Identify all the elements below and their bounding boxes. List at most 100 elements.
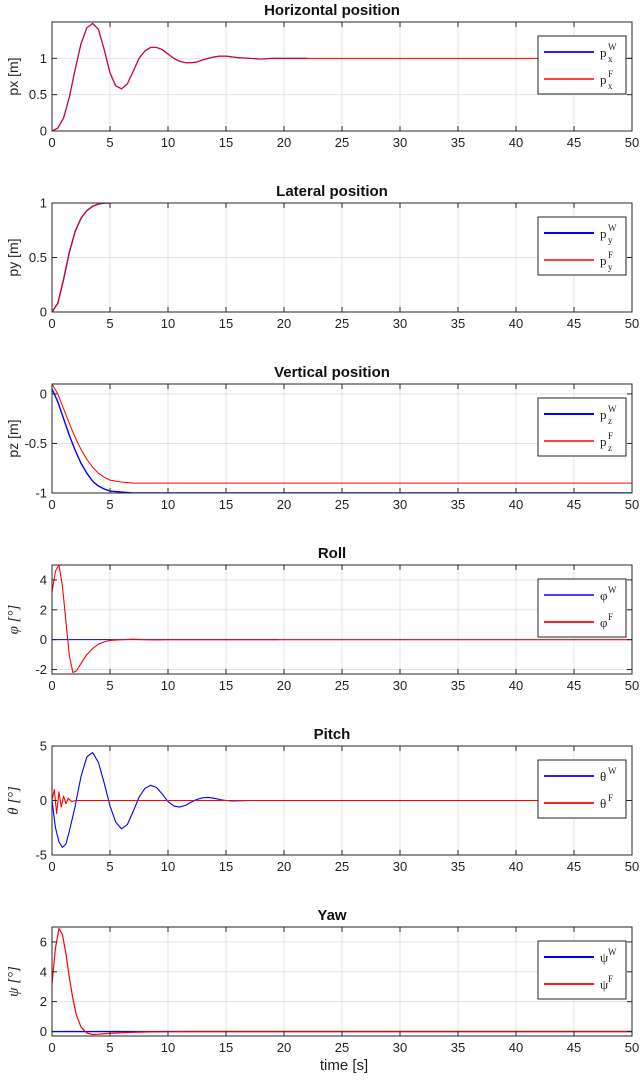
legend-sub: z: [608, 443, 612, 453]
x-tick-label: 10: [161, 135, 175, 150]
subplot-title: Vertical position: [274, 364, 390, 381]
y-tick-label: 4: [40, 964, 47, 979]
y-axis-label: φ [°]: [6, 604, 22, 634]
legend-sup: W: [608, 766, 617, 776]
legend-label: p: [600, 72, 607, 87]
series-line-f: [52, 927, 632, 1036]
x-tick-label: 10: [161, 859, 175, 874]
y-tick-label: 6: [40, 934, 47, 949]
y-axis-label: py [m]: [5, 238, 21, 276]
x-tick-label: 30: [393, 678, 407, 693]
x-tick-label: 30: [393, 316, 407, 331]
x-tick-label: 25: [335, 1040, 349, 1055]
y-tick-label: -5: [35, 848, 47, 863]
legend-sup: W: [608, 223, 617, 233]
y-axis-label: px [m]: [5, 57, 21, 95]
legend: ψ Wψ F: [537, 940, 627, 1000]
subplot-title: Horizontal position: [264, 2, 400, 19]
y-tick-label: 0.5: [29, 250, 47, 265]
y-tick-label: 0: [40, 305, 47, 320]
x-tick-label: 15: [219, 1040, 233, 1055]
y-tick-label: 0: [40, 386, 47, 401]
y-tick-label: 1: [40, 51, 47, 66]
y-tick-label: 0: [40, 632, 47, 647]
x-tick-label: 0: [48, 135, 55, 150]
y-tick-label: 0.5: [29, 87, 47, 102]
legend-sup: F: [608, 793, 613, 803]
x-tick-label: 15: [219, 135, 233, 150]
x-tick-label: 50: [625, 859, 639, 874]
x-tick-label: 45: [567, 1040, 581, 1055]
legend-label: φ: [600, 588, 608, 603]
x-tick-label: 25: [335, 859, 349, 874]
x-tick-label: 40: [509, 859, 523, 874]
legend-label: φ: [600, 615, 608, 630]
y-tick-label: -2: [35, 662, 47, 677]
x-tick-label: 45: [567, 678, 581, 693]
series-line-f: [52, 22, 632, 131]
legend: p Wzp Fz: [537, 397, 627, 457]
x-tick-label: 30: [393, 859, 407, 874]
x-tick-label: 30: [393, 1040, 407, 1055]
y-tick-label: 2: [40, 994, 47, 1009]
legend-box: [537, 35, 627, 95]
legend-label: p: [600, 226, 607, 241]
x-tick-label: 30: [393, 497, 407, 512]
legend: p Wxp Fx: [537, 35, 627, 95]
subplot-3: 0 5 10 15 20 25 30 35 40 45 50 -1 -0.5 0 Vertical posi…: [5, 364, 639, 512]
x-tick-label: 50: [625, 678, 639, 693]
x-tick-label: 50: [625, 1040, 639, 1055]
legend-sup: W: [608, 585, 617, 595]
x-tick-label: 0: [48, 1040, 55, 1055]
x-tick-label: 20: [277, 497, 291, 512]
x-tick-label: 0: [48, 678, 55, 693]
y-tick-label: 0: [40, 793, 47, 808]
x-tick-label: 45: [567, 135, 581, 150]
y-axis-label: pz [m]: [5, 419, 21, 457]
x-tick-label: 15: [219, 497, 233, 512]
x-tick-label: 35: [451, 135, 465, 150]
legend-box: [537, 759, 627, 819]
legend-box: [537, 397, 627, 457]
legend-box: [537, 940, 627, 1000]
x-tick-label: 20: [277, 135, 291, 150]
x-tick-label: 25: [335, 135, 349, 150]
x-tick-label: 15: [219, 678, 233, 693]
legend-box: [537, 578, 627, 638]
series-line-f: [52, 789, 632, 815]
x-tick-label: 15: [219, 316, 233, 331]
legend-box: [537, 216, 627, 276]
legend-sub: x: [608, 81, 613, 91]
legend-label: ψ: [600, 950, 608, 965]
x-tick-label: 25: [335, 678, 349, 693]
x-tick-label: 20: [277, 678, 291, 693]
x-tick-label: 30: [393, 135, 407, 150]
subplot-6: 0 5 10 15 20 25 30 35 40 45 50 0 2 4 6 Yaw ψ [°] time [s]…: [6, 907, 639, 1074]
y-tick-label: 4: [40, 572, 47, 587]
y-axis-label: θ [°]: [6, 786, 22, 815]
series-group: [52, 565, 632, 674]
legend-sub: y: [608, 235, 613, 245]
x-tick-label: 5: [106, 316, 113, 331]
series-group: [52, 22, 632, 131]
legend: φ Wφ F: [537, 578, 627, 638]
x-tick-label: 5: [106, 135, 113, 150]
legend-sup: F: [608, 431, 613, 441]
x-tick-label: 40: [509, 678, 523, 693]
x-tick-label: 10: [161, 316, 175, 331]
x-tick-label: 5: [106, 1040, 113, 1055]
legend: p Wyp Fy: [537, 216, 627, 276]
legend-label: p: [600, 407, 607, 422]
series-group: [52, 203, 632, 312]
legend-label: p: [600, 45, 607, 60]
x-tick-label: 10: [161, 497, 175, 512]
x-tick-label: 50: [625, 497, 639, 512]
legend-label: p: [600, 253, 607, 268]
x-tick-label: 10: [161, 1040, 175, 1055]
subplot-title: Roll: [318, 545, 346, 562]
x-tick-label: 20: [277, 316, 291, 331]
x-tick-label: 50: [625, 135, 639, 150]
legend-sub: z: [608, 416, 612, 426]
